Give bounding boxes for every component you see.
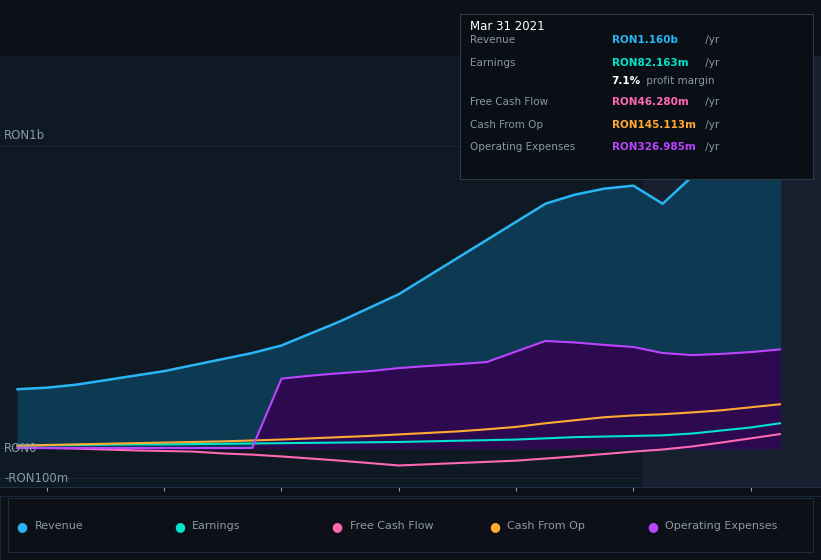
Text: Free Cash Flow: Free Cash Flow xyxy=(470,97,548,108)
Text: RON46.280m: RON46.280m xyxy=(612,97,688,108)
Text: RON1.160b: RON1.160b xyxy=(612,35,677,45)
Text: /yr: /yr xyxy=(702,35,719,45)
Text: Cash From Op: Cash From Op xyxy=(507,521,585,531)
Text: ●: ● xyxy=(332,520,342,533)
Text: ●: ● xyxy=(489,520,500,533)
Text: RON82.163m: RON82.163m xyxy=(612,58,688,68)
Text: /yr: /yr xyxy=(702,97,719,108)
Text: profit margin: profit margin xyxy=(643,76,714,86)
Text: Operating Expenses: Operating Expenses xyxy=(665,521,777,531)
Text: Revenue: Revenue xyxy=(34,521,83,531)
Text: RON1b: RON1b xyxy=(4,129,45,142)
Text: RON0: RON0 xyxy=(4,441,38,455)
Text: 7.1%: 7.1% xyxy=(612,76,640,86)
Text: RON145.113m: RON145.113m xyxy=(612,120,695,130)
Text: ●: ● xyxy=(174,520,185,533)
Text: Free Cash Flow: Free Cash Flow xyxy=(350,521,433,531)
Text: /yr: /yr xyxy=(702,142,719,152)
Text: Earnings: Earnings xyxy=(192,521,241,531)
Text: Operating Expenses: Operating Expenses xyxy=(470,142,575,152)
Text: ●: ● xyxy=(647,520,658,533)
Bar xyxy=(643,56,821,487)
Text: Revenue: Revenue xyxy=(470,35,515,45)
Text: /yr: /yr xyxy=(702,58,719,68)
Text: /yr: /yr xyxy=(702,120,719,130)
Text: -RON100m: -RON100m xyxy=(4,472,68,484)
Text: Earnings: Earnings xyxy=(470,58,515,68)
Text: ●: ● xyxy=(16,520,27,533)
Text: RON326.985m: RON326.985m xyxy=(612,142,695,152)
Text: Mar 31 2021: Mar 31 2021 xyxy=(470,20,544,32)
Text: Cash From Op: Cash From Op xyxy=(470,120,543,130)
